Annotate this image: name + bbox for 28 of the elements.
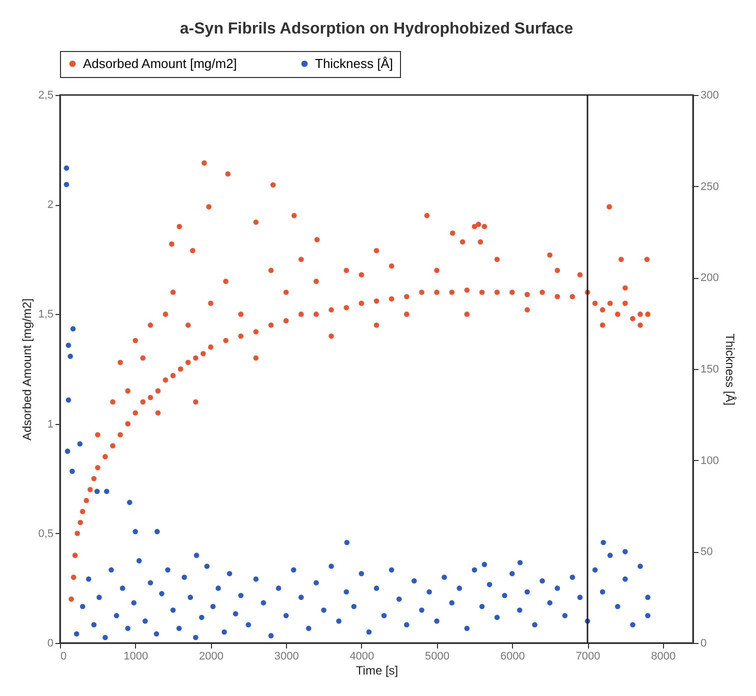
x-tick-label: 0: [60, 650, 67, 662]
y-tick-label: 1: [47, 418, 54, 430]
y2-tick-label: 300: [700, 90, 719, 102]
y2-tick-label: 100: [700, 454, 719, 467]
chart-title: a-Syn Fibrils Adsorption on Hydrophobized Surface: [180, 20, 574, 38]
x-axis-title: Time [s]: [356, 664, 398, 678]
y-tick-label: 0: [47, 638, 54, 650]
x-tick-label: 8000: [651, 650, 676, 662]
y-tick-label: 1,5: [38, 308, 54, 321]
y-tick-label: 0,5: [38, 528, 54, 540]
x-tick-label: 1000: [124, 650, 148, 662]
x-tick-label: 7000: [576, 650, 600, 662]
x-tick-label: 2000: [198, 650, 224, 662]
y2-tick-label: 50: [700, 546, 713, 558]
y2-axis-title: Thickness [Å]: [722, 333, 737, 406]
y-axis-title: Adsorbed Amount [mg/m2]: [20, 298, 34, 441]
y2-tick-label: 0: [700, 638, 707, 650]
legend-label: Adsorbed Amount [mg/m2]: [83, 56, 237, 71]
y-tick-label: 2,5: [38, 90, 54, 102]
y2-tick-label: 200: [700, 272, 719, 284]
y2-tick-label: 250: [700, 180, 719, 193]
y2-tick-label: 150: [700, 364, 719, 376]
x-tick-label: 6000: [500, 650, 525, 662]
legend-label: Thickness [Å]: [315, 56, 394, 71]
x-tick-label: 3000: [274, 650, 299, 662]
x-tick-label: 5000: [425, 650, 450, 662]
y-tick-label: 2: [47, 199, 54, 212]
x-tick-label: 4000: [350, 650, 374, 662]
